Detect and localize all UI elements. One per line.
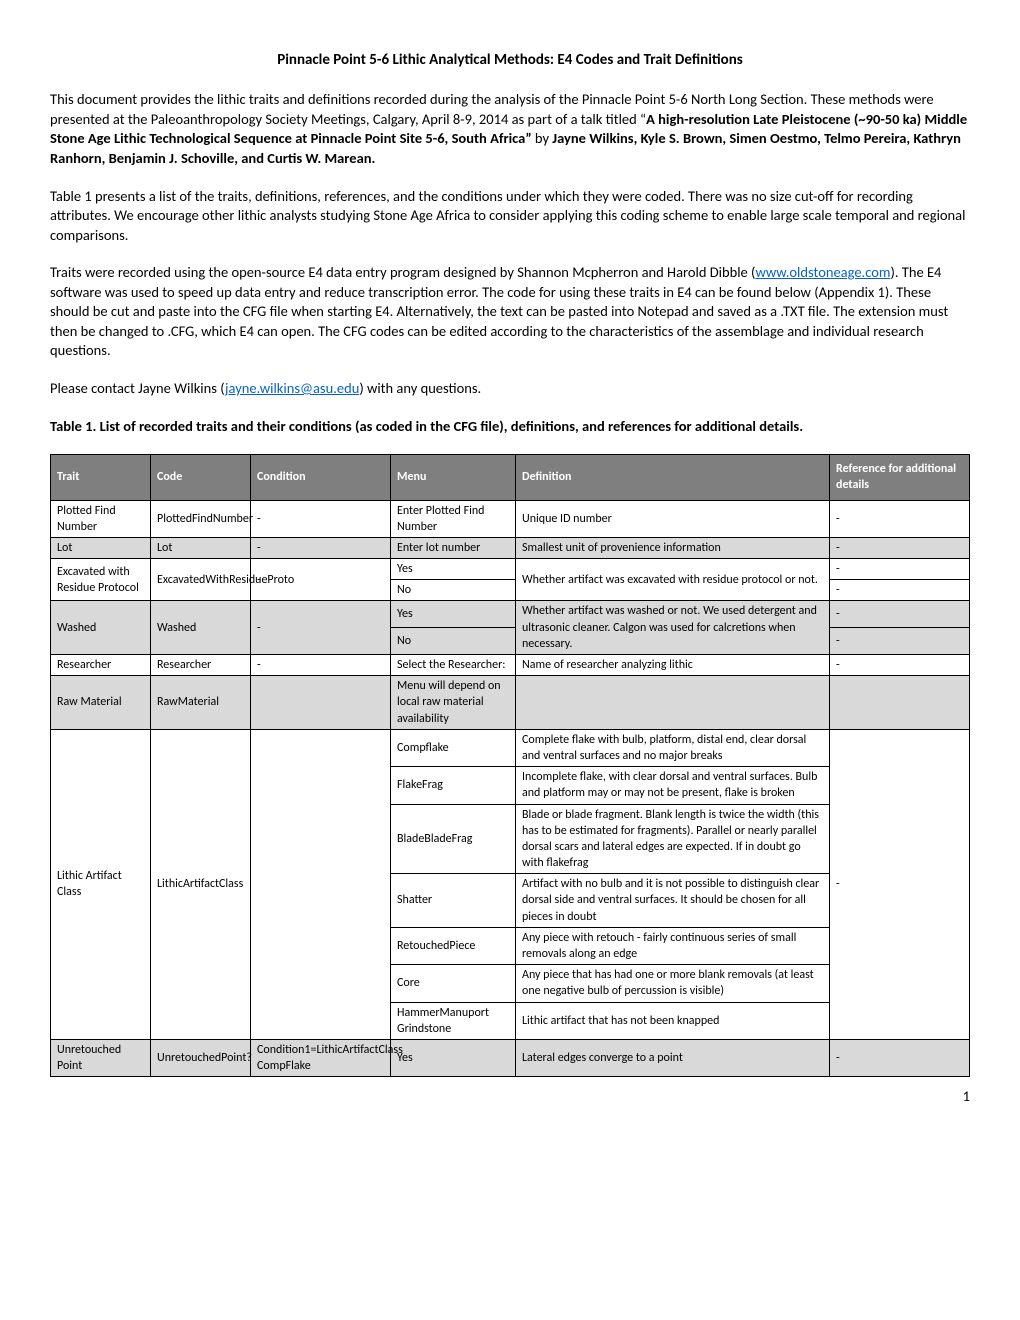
cell-menu: FlakeFrag bbox=[391, 767, 516, 804]
cell-menu: No bbox=[391, 580, 516, 601]
cell-menu: Yes bbox=[391, 559, 516, 580]
cell-cond: - bbox=[251, 500, 391, 537]
cell-trait: Researcher bbox=[51, 655, 151, 676]
cell-def: Whether artifact was excavated with resi… bbox=[516, 559, 830, 601]
para1-text-c: by bbox=[532, 129, 553, 147]
cell-def: Artifact with no bulb and it is not poss… bbox=[516, 874, 830, 928]
table-row: Washed Washed - Yes Whether artifact was… bbox=[51, 601, 970, 628]
cell-code: RawMaterial bbox=[151, 676, 251, 730]
cell-def: Unique ID number bbox=[516, 500, 830, 537]
cell-code: Washed bbox=[151, 601, 251, 655]
para4-text-b: ) with any questions. bbox=[359, 379, 481, 397]
para3-text-a: Traits were recorded using the open-sour… bbox=[50, 263, 755, 281]
cell-def: Lithic artifact that has not been knappe… bbox=[516, 1002, 830, 1039]
paragraph-e4: Traits were recorded using the open-sour… bbox=[50, 263, 970, 361]
th-reference: Reference for additional details bbox=[830, 455, 970, 500]
cell-trait: Unretouched Point bbox=[51, 1039, 151, 1076]
cell-code: LithicArtifactClass bbox=[151, 729, 251, 1039]
cell-menu: Select the Researcher: bbox=[391, 655, 516, 676]
cell-ref: - bbox=[830, 655, 970, 676]
paragraph-intro: This document provides the lithic traits… bbox=[50, 90, 970, 168]
cell-cond: - bbox=[251, 537, 391, 558]
table-row: Researcher Researcher - Select the Resea… bbox=[51, 655, 970, 676]
cell-def: Complete flake with bulb, platform, dist… bbox=[516, 729, 830, 766]
cell-ref: - bbox=[830, 500, 970, 537]
paragraph-contact: Please contact Jayne Wilkins (jayne.wilk… bbox=[50, 379, 970, 399]
cell-menu: Enter lot number bbox=[391, 537, 516, 558]
table-row: Raw Material RawMaterial Menu will depen… bbox=[51, 676, 970, 730]
cell-def: Any piece with retouch - fairly continuo… bbox=[516, 927, 830, 964]
cell-menu: No bbox=[391, 628, 516, 655]
cell-code: Lot bbox=[151, 537, 251, 558]
cell-def: Whether artifact was washed or not. We u… bbox=[516, 601, 830, 655]
cell-trait: Excavated with Residue Protocol bbox=[51, 559, 151, 601]
cell-def: Incomplete flake, with clear dorsal and … bbox=[516, 767, 830, 804]
cell-menu: Shatter bbox=[391, 874, 516, 928]
para4-text-a: Please contact Jayne Wilkins ( bbox=[50, 379, 225, 397]
table-caption: Table 1. List of recorded traits and the… bbox=[50, 417, 970, 437]
link-oldstoneage[interactable]: www.oldstoneage.com bbox=[755, 263, 890, 281]
cell-cond: Condition1=LithicArtifactClass CompFlake bbox=[251, 1039, 391, 1076]
cell-menu: HammerManuport Grindstone bbox=[391, 1002, 516, 1039]
page-number: 1 bbox=[50, 1087, 970, 1107]
cell-code: Researcher bbox=[151, 655, 251, 676]
cell-ref: - bbox=[830, 580, 970, 601]
cell-code: PlottedFindNumber bbox=[151, 500, 251, 537]
cell-trait: Washed bbox=[51, 601, 151, 655]
link-email[interactable]: jayne.wilkins@asu.edu bbox=[225, 379, 359, 397]
th-code: Code bbox=[151, 455, 251, 500]
th-trait: Trait bbox=[51, 455, 151, 500]
cell-menu: Yes bbox=[391, 601, 516, 628]
cell-ref: - bbox=[830, 601, 970, 628]
cell-menu: Enter Plotted Find Number bbox=[391, 500, 516, 537]
paragraph-table-intro: Table 1 presents a list of the traits, d… bbox=[50, 187, 970, 246]
cell-def: Blade or blade fragment. Blank length is… bbox=[516, 804, 830, 874]
cell-ref: - bbox=[830, 1039, 970, 1076]
cell-ref: - bbox=[830, 559, 970, 580]
cell-cond bbox=[251, 729, 391, 1039]
cell-trait: Lithic Artifact Class bbox=[51, 729, 151, 1039]
cell-cond bbox=[251, 676, 391, 730]
cell-menu: Compflake bbox=[391, 729, 516, 766]
cell-cond: - bbox=[251, 601, 391, 655]
cell-trait: Plotted Find Number bbox=[51, 500, 151, 537]
cell-ref: - bbox=[830, 628, 970, 655]
cell-def bbox=[516, 676, 830, 730]
cell-menu: RetouchedPiece bbox=[391, 927, 516, 964]
cell-trait: Lot bbox=[51, 537, 151, 558]
table-row: Lithic Artifact Class LithicArtifactClas… bbox=[51, 729, 970, 766]
cell-def: Smallest unit of provenience information bbox=[516, 537, 830, 558]
cell-trait: Raw Material bbox=[51, 676, 151, 730]
page-title: Pinnacle Point 5-6 Lithic Analytical Met… bbox=[50, 50, 970, 70]
th-menu: Menu bbox=[391, 455, 516, 500]
table-header-row: Trait Code Condition Menu Definition Ref… bbox=[51, 455, 970, 500]
cell-def: Lateral edges converge to a point bbox=[516, 1039, 830, 1076]
cell-menu: Menu will depend on local raw material a… bbox=[391, 676, 516, 730]
cell-ref: - bbox=[830, 729, 970, 1039]
traits-table: Trait Code Condition Menu Definition Ref… bbox=[50, 454, 970, 1077]
table-row: Lot Lot - Enter lot number Smallest unit… bbox=[51, 537, 970, 558]
cell-ref bbox=[830, 676, 970, 730]
table-row: Unretouched Point UnretouchedPoint? Cond… bbox=[51, 1039, 970, 1076]
th-definition: Definition bbox=[516, 455, 830, 500]
cell-code: ExcavatedWithResidueProto bbox=[151, 559, 251, 601]
th-condition: Condition bbox=[251, 455, 391, 500]
table-row: Excavated with Residue Protocol Excavate… bbox=[51, 559, 970, 580]
cell-menu: Core bbox=[391, 965, 516, 1002]
cell-code: UnretouchedPoint? bbox=[151, 1039, 251, 1076]
table-row: Plotted Find Number PlottedFindNumber - … bbox=[51, 500, 970, 537]
cell-def: Any piece that has had one or more blank… bbox=[516, 965, 830, 1002]
cell-def: Name of researcher analyzing lithic bbox=[516, 655, 830, 676]
cell-ref: - bbox=[830, 537, 970, 558]
cell-cond: - bbox=[251, 655, 391, 676]
cell-menu: BladeBladeFrag bbox=[391, 804, 516, 874]
cell-menu: Yes bbox=[391, 1039, 516, 1076]
